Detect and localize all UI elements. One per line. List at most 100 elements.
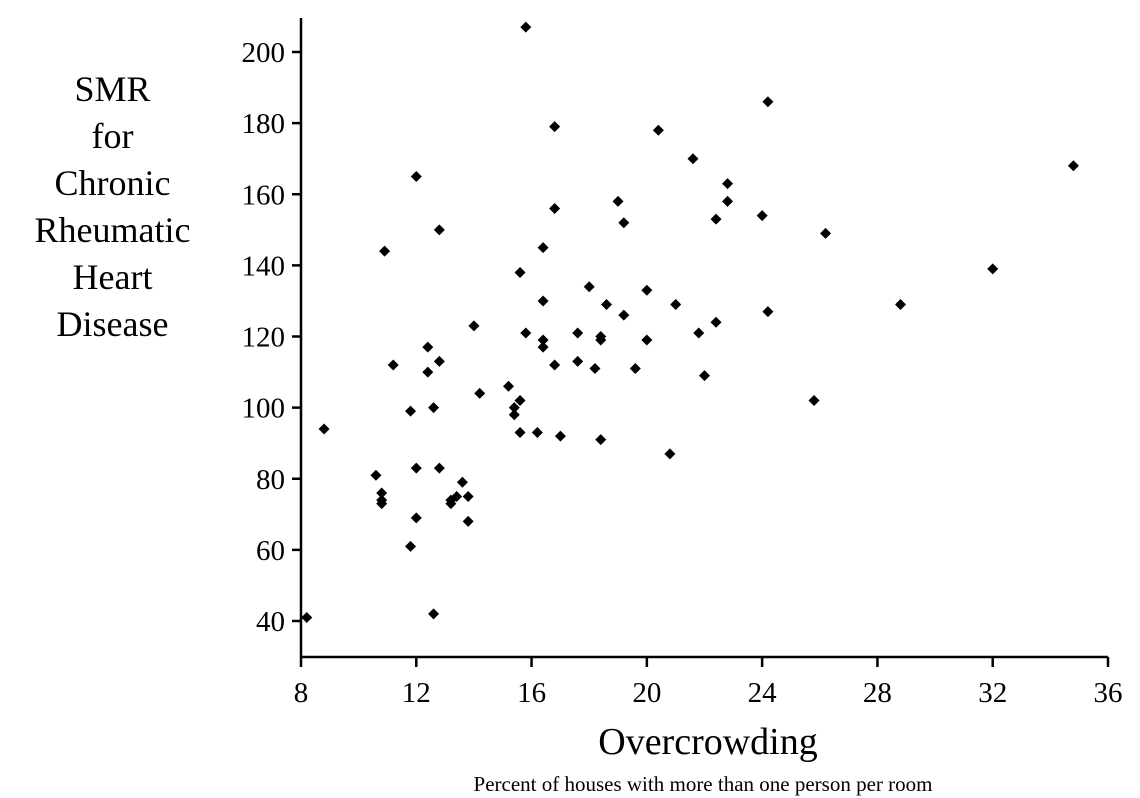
data-point xyxy=(410,512,422,524)
data-point xyxy=(641,284,653,296)
data-point xyxy=(652,124,664,136)
x-ticks: 8 12 16 20 24 28 32 36 xyxy=(294,657,1123,709)
y-tick-label: 180 xyxy=(242,108,286,140)
y-tick-label: 40 xyxy=(256,606,285,638)
data-point xyxy=(641,334,653,346)
data-point xyxy=(987,263,999,275)
data-point xyxy=(693,327,705,339)
y-tick-label: 160 xyxy=(242,179,286,211)
data-point xyxy=(722,195,734,207)
data-point xyxy=(514,395,526,407)
data-point xyxy=(549,202,561,214)
data-point xyxy=(601,298,613,310)
y-axis-label-line: Rheumatic xyxy=(34,210,191,250)
data-point xyxy=(508,409,520,421)
data-point xyxy=(722,178,734,190)
data-point xyxy=(318,423,330,435)
data-point xyxy=(410,170,422,182)
y-ticks: 40 60 80 100 120 140 160 180 200 xyxy=(242,37,301,638)
data-point xyxy=(422,366,434,378)
data-point xyxy=(589,363,601,375)
data-point xyxy=(301,611,313,623)
y-axis-label: SMR for Chronic Rheumatic Heart Disease xyxy=(20,66,205,348)
y-tick-label: 120 xyxy=(242,322,286,354)
data-point xyxy=(456,476,468,488)
data-point xyxy=(583,281,595,293)
x-axis-sublabel: Percent of houses with more than one per… xyxy=(474,772,933,796)
y-axis-label-line: Disease xyxy=(56,304,169,344)
data-point xyxy=(537,295,549,307)
data-point xyxy=(468,320,480,332)
data-point xyxy=(618,217,630,229)
x-tick-label: 16 xyxy=(517,677,546,709)
y-tick-label: 140 xyxy=(242,250,286,282)
data-point xyxy=(376,498,388,510)
axes xyxy=(299,18,1108,659)
data-point xyxy=(808,395,820,407)
y-axis-label-line: SMR xyxy=(74,69,151,109)
data-point xyxy=(531,427,543,439)
y-tick-label: 60 xyxy=(256,535,285,567)
data-point xyxy=(370,469,382,481)
data-point xyxy=(710,213,722,225)
data-point xyxy=(428,608,440,620)
y-tick-label: 200 xyxy=(242,37,286,69)
data-point xyxy=(549,359,561,371)
data-point xyxy=(514,266,526,278)
data-points xyxy=(301,21,1079,623)
data-point xyxy=(537,242,549,254)
y-axis-label-line: Chronic xyxy=(54,163,171,203)
data-point xyxy=(410,462,422,474)
data-point xyxy=(595,334,607,346)
x-tick-label: 20 xyxy=(632,677,661,709)
data-point xyxy=(1067,160,1079,172)
data-point xyxy=(462,515,474,527)
data-point xyxy=(428,402,440,414)
data-point xyxy=(503,380,515,392)
y-tick-label: 80 xyxy=(256,464,285,496)
data-point xyxy=(514,427,526,439)
data-point xyxy=(687,153,699,165)
x-tick-label: 28 xyxy=(863,677,892,709)
x-tick-label: 36 xyxy=(1094,677,1123,709)
data-point xyxy=(572,327,584,339)
data-point xyxy=(554,430,566,442)
x-axis-label: Overcrowding xyxy=(598,721,817,763)
data-point xyxy=(379,245,391,257)
data-point xyxy=(629,363,641,375)
data-point xyxy=(664,448,676,460)
data-point xyxy=(433,224,445,236)
data-point xyxy=(820,227,832,239)
data-point xyxy=(537,334,549,346)
data-point xyxy=(520,327,532,339)
data-point xyxy=(474,387,486,399)
data-point xyxy=(537,341,549,353)
data-point xyxy=(894,298,906,310)
y-axis-label-line: Heart xyxy=(72,257,153,297)
data-point xyxy=(405,540,417,552)
data-point xyxy=(595,434,607,446)
x-tick-label: 32 xyxy=(978,677,1007,709)
data-point xyxy=(612,195,624,207)
data-point xyxy=(445,498,457,510)
x-tick-label: 24 xyxy=(748,677,778,709)
data-point xyxy=(376,487,388,499)
data-point xyxy=(387,359,399,371)
data-point xyxy=(462,491,474,503)
data-point xyxy=(520,21,532,33)
data-point xyxy=(762,96,774,108)
x-tick-label: 8 xyxy=(294,677,309,709)
data-point xyxy=(572,355,584,367)
data-point xyxy=(699,370,710,382)
data-point xyxy=(670,298,682,310)
data-point xyxy=(756,210,768,222)
data-point xyxy=(508,402,520,414)
data-point xyxy=(433,355,445,367)
data-point xyxy=(549,121,561,133)
y-axis-label-line: for xyxy=(91,116,134,156)
data-point xyxy=(422,341,434,353)
x-tick-label: 12 xyxy=(402,677,431,709)
data-point xyxy=(433,462,445,474)
